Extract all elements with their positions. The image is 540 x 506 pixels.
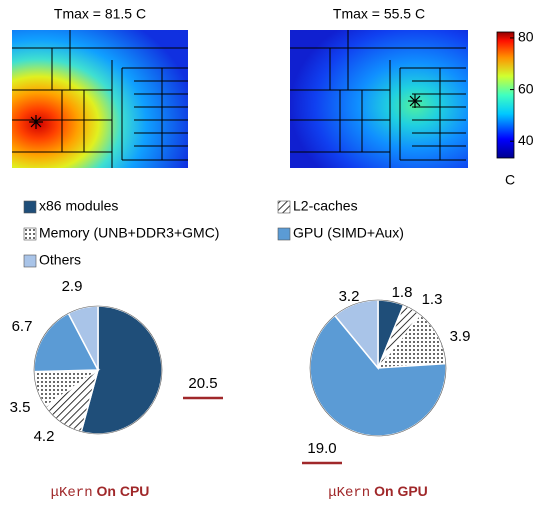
caption-target: On CPU — [97, 483, 150, 499]
pie-caption: μKern On CPU — [51, 483, 150, 501]
legend-label: Others — [39, 252, 81, 268]
legend-label: x86 modules — [39, 198, 118, 214]
legend-label: L2-caches — [293, 198, 358, 214]
value-label: 1.3 — [422, 291, 443, 308]
pie — [310, 300, 446, 436]
pie-charts: 20.5 4.23.5 6.7 2.9 μKern On CPU 1.8 1.3 3.9 19.… — [10, 198, 471, 501]
legend-label: Memory (UNB+DDR3+GMC) — [39, 225, 219, 241]
legend-swatch — [24, 255, 36, 267]
pie-caption: μKern On GPU — [328, 483, 428, 501]
pie — [34, 306, 162, 434]
value-label: 20.5 — [188, 375, 217, 392]
caption-prefix: μKern — [328, 485, 370, 501]
colorbar — [497, 32, 514, 158]
value-label: 1.8 — [392, 284, 413, 301]
legend-swatch — [278, 201, 290, 213]
colorbar-tick-label: 80 — [518, 29, 534, 45]
legend-label: GPU (SIMD+Aux) — [293, 225, 404, 241]
thermal-maps: Tmax = 81.5 C Tmax = 55.5 C 40 60 80 C — [12, 6, 534, 188]
colorbar-tick-label: 60 — [518, 80, 534, 96]
value-label: 19.0 — [307, 440, 336, 457]
caption-prefix: μKern — [51, 485, 93, 501]
colorbar-label: C — [505, 172, 515, 188]
thermal-map — [290, 30, 468, 168]
value-label: 4.2 — [34, 428, 55, 445]
value-label: 2.9 — [62, 278, 83, 295]
map-title: Tmax = 81.5 C — [54, 6, 146, 22]
map-fill — [290, 30, 468, 168]
value-label: 3.2 — [339, 288, 360, 305]
legend-swatch — [24, 228, 36, 240]
value-label: 3.5 — [10, 399, 31, 416]
map-title: Tmax = 55.5 C — [333, 6, 425, 22]
caption-target: On GPU — [374, 483, 428, 499]
value-label: 6.7 — [12, 318, 33, 335]
figure: Tmax = 81.5 C Tmax = 55.5 C 40 60 80 C 20.5 4.… — [0, 0, 540, 501]
value-label: 3.9 — [450, 328, 471, 345]
legend-swatch — [24, 201, 36, 213]
thermal-map — [12, 30, 188, 168]
legend-swatch — [278, 228, 290, 240]
colorbar-tick-label: 40 — [518, 132, 534, 148]
